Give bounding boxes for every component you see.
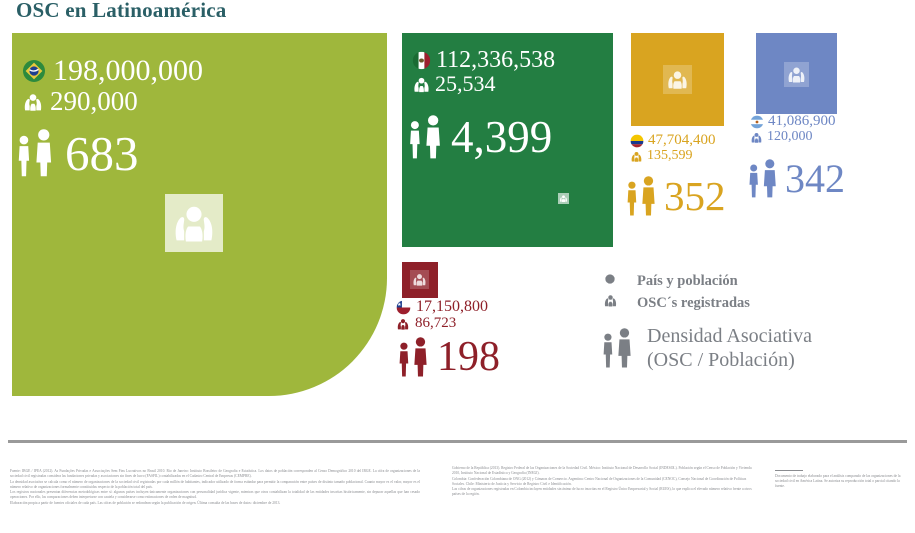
chile-osc-row: 86,723 bbox=[396, 316, 488, 331]
footnote-text: Las cifras de organizaciones registradas… bbox=[452, 487, 752, 497]
footnote-text: Colombia: Confederación Colombiana de ON… bbox=[452, 476, 747, 486]
footer-divider bbox=[8, 440, 907, 443]
hands-holding-person-icon bbox=[165, 194, 223, 252]
colombia-density-value: 352 bbox=[664, 172, 726, 219]
legend-population-label: País y población bbox=[637, 273, 738, 289]
brazil-density-value: 683 bbox=[65, 125, 139, 181]
chile-density-value: 198 bbox=[437, 334, 500, 380]
hands-holding-person-icon bbox=[22, 91, 44, 113]
brazil-flag-icon bbox=[22, 59, 46, 83]
colombia-stats: 47,704,400 135,599 bbox=[630, 133, 716, 163]
country-panel-colombia[interactable] bbox=[631, 33, 724, 126]
footnotes-column-3: Documento de trabajo elaborado para el a… bbox=[775, 470, 910, 490]
argentina-flag-icon bbox=[750, 115, 764, 129]
hands-holding-person-icon bbox=[558, 193, 569, 204]
chile-density-row: 198 bbox=[396, 336, 500, 378]
argentina-density-value: 342 bbox=[785, 155, 845, 201]
argentina-osc-row: 120,000 bbox=[750, 130, 836, 144]
footnote-text: Fuente: IBGE / IPEA (2012). As Fundações… bbox=[10, 469, 420, 478]
hands-holding-person-icon bbox=[630, 150, 643, 163]
legend-population-row: País y población bbox=[603, 272, 750, 291]
chile-stats: 17,150,800 86,723 bbox=[396, 299, 488, 331]
legend-osc-row: OSC´s registradas bbox=[603, 293, 750, 313]
footnote-text: Los registros nacionales presentan difer… bbox=[10, 490, 420, 500]
mexico-osc-value: 25,534 bbox=[435, 71, 496, 96]
circle-dot-icon bbox=[603, 272, 629, 291]
mexico-flag-icon bbox=[412, 51, 431, 70]
hands-holding-person-icon bbox=[663, 65, 692, 94]
two-people-icon bbox=[396, 336, 432, 378]
legend-osc-label: OSC´s registradas bbox=[637, 294, 750, 311]
mexico-osc-row: 25,534 bbox=[412, 73, 555, 95]
hands-holding-person-icon bbox=[784, 62, 809, 87]
colombia-osc-value: 135,599 bbox=[647, 148, 693, 163]
footnotes-column-2: Gobierno de la República (2013). Registr… bbox=[452, 466, 752, 498]
footnote-text: Gobierno de la República (2013). Registr… bbox=[452, 466, 752, 475]
footnotes-column-1: Fuente: IBGE / IPEA (2012). As Fundações… bbox=[10, 469, 420, 507]
hands-holding-person-icon bbox=[410, 270, 429, 289]
footnote-text: Elaboración propia a partir de fuentes o… bbox=[10, 501, 281, 506]
legend-density-row: Densidad Asociativa (OSC / Población) bbox=[600, 325, 812, 374]
chile-population-row: 17,150,800 bbox=[396, 299, 488, 315]
legend-density-line2: (OSC / Población) bbox=[647, 348, 795, 371]
two-people-icon bbox=[406, 114, 446, 160]
country-panel-chile[interactable] bbox=[402, 262, 438, 298]
colombia-flag-icon bbox=[630, 134, 644, 148]
argentina-stats: 41,086,900 120,000 bbox=[750, 114, 836, 144]
mexico-density-value: 4,399 bbox=[451, 111, 553, 162]
chile-population-value: 17,150,800 bbox=[416, 298, 488, 315]
chile-flag-icon bbox=[396, 300, 411, 315]
colombia-population-row: 47,704,400 bbox=[630, 133, 716, 148]
footnote-rule bbox=[775, 470, 803, 471]
two-people-icon bbox=[624, 175, 660, 217]
legend-density-label: Densidad Asociativa (OSC / Población) bbox=[647, 325, 812, 372]
argentina-population-row: 41,086,900 bbox=[750, 114, 836, 129]
two-people-icon bbox=[746, 158, 781, 199]
argentina-population-value: 41,086,900 bbox=[768, 113, 836, 129]
brazil-osc-value: 290,000 bbox=[50, 86, 138, 116]
legend-density-line1: Densidad Asociativa bbox=[647, 325, 812, 347]
footnote-text: Documento de trabajo elaborado para el a… bbox=[775, 474, 901, 488]
mexico-density-row: 4,399 bbox=[406, 114, 552, 160]
hands-holding-person-icon bbox=[603, 293, 629, 313]
argentina-density-row: 342 bbox=[746, 158, 845, 199]
colombia-osc-row: 135,599 bbox=[630, 149, 716, 163]
two-people-icon bbox=[14, 128, 58, 178]
page-title: OSC en Latinoamérica bbox=[16, 0, 227, 22]
brazil-population-value: 198,000,000 bbox=[53, 54, 203, 87]
hands-holding-person-icon bbox=[750, 131, 763, 144]
chile-osc-value: 86,723 bbox=[415, 315, 457, 331]
mexico-population-value: 112,336,538 bbox=[436, 47, 556, 73]
argentina-osc-value: 120,000 bbox=[767, 129, 813, 144]
hands-holding-person-icon bbox=[396, 317, 410, 331]
two-people-icon bbox=[600, 327, 636, 374]
footnote-text: La densidad asociativa se calcula como e… bbox=[10, 479, 420, 489]
colombia-density-row: 352 bbox=[624, 175, 726, 217]
brazil-population-row: 198,000,000 bbox=[22, 56, 203, 86]
colombia-population-value: 47,704,400 bbox=[648, 132, 716, 148]
mexico-stats: 112,336,538 25,534 bbox=[412, 48, 555, 95]
mexico-population-row: 112,336,538 bbox=[412, 48, 555, 72]
brazil-stats: 198,000,000 290,000 bbox=[22, 56, 203, 116]
hands-holding-person-icon bbox=[412, 75, 431, 94]
brazil-density-row: 683 bbox=[14, 128, 139, 178]
legend: País y población OSC´s registradas bbox=[603, 272, 750, 313]
brazil-osc-row: 290,000 bbox=[22, 88, 203, 115]
